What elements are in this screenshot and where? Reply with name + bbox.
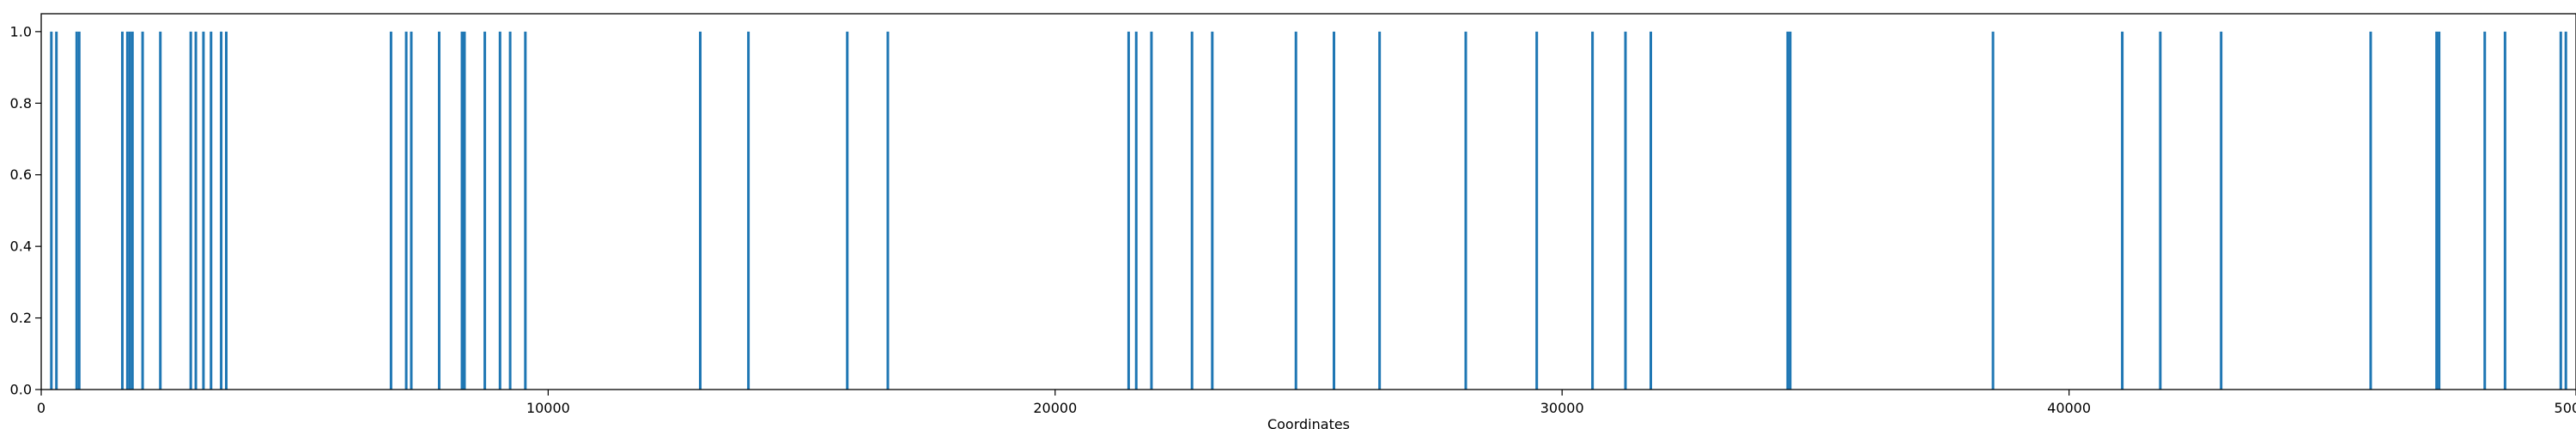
bar bbox=[524, 31, 527, 390]
bar bbox=[463, 31, 466, 390]
bar bbox=[2564, 31, 2567, 390]
bar bbox=[189, 31, 192, 390]
bar bbox=[699, 31, 702, 390]
plot-area: 01000020000300004000050000 0.00.20.40.60… bbox=[10, 13, 2576, 416]
bar bbox=[2483, 31, 2487, 390]
bar bbox=[747, 31, 750, 390]
y-tick-label: 0.2 bbox=[10, 310, 32, 326]
bar bbox=[77, 31, 81, 390]
bar bbox=[389, 31, 392, 390]
bar bbox=[1624, 31, 1627, 390]
x-tick-label: 20000 bbox=[1033, 400, 1077, 416]
bar bbox=[846, 31, 849, 390]
bar bbox=[220, 31, 223, 390]
bar bbox=[2369, 31, 2372, 390]
bar bbox=[131, 31, 134, 390]
bar bbox=[1789, 31, 1792, 390]
y-tick-label: 0.4 bbox=[10, 239, 32, 255]
axes-frame bbox=[40, 13, 2576, 390]
bar bbox=[886, 31, 890, 390]
bar bbox=[194, 31, 197, 390]
x-tick-label: 30000 bbox=[1540, 400, 1584, 416]
bar bbox=[128, 31, 131, 390]
bar bbox=[1211, 31, 1214, 390]
x-axis-ticks: 0 10000 20000 30000 40000 50000 bbox=[37, 390, 2576, 416]
bar bbox=[202, 31, 205, 390]
bar bbox=[1190, 31, 1194, 390]
bar bbox=[2503, 31, 2506, 390]
bar bbox=[2559, 31, 2562, 390]
bar bbox=[55, 31, 58, 390]
x-tick-label: 10000 bbox=[526, 400, 570, 416]
bar bbox=[1649, 31, 1653, 390]
x-tick-label: 0 bbox=[37, 400, 46, 416]
y-tick-label: 0.8 bbox=[10, 95, 32, 112]
bar bbox=[437, 31, 440, 390]
bar bbox=[2159, 31, 2162, 390]
bar bbox=[410, 31, 413, 390]
bar bbox=[75, 31, 78, 390]
bar bbox=[50, 31, 53, 390]
bar bbox=[483, 31, 487, 390]
bar bbox=[2121, 31, 2124, 390]
bar bbox=[1378, 31, 1382, 390]
bar bbox=[1591, 31, 1595, 390]
bar bbox=[1294, 31, 1297, 390]
y-tick-label: 0.6 bbox=[10, 166, 32, 183]
bar bbox=[2438, 31, 2441, 390]
bar bbox=[1786, 31, 1789, 390]
bar bbox=[1535, 31, 1539, 390]
bar bbox=[498, 31, 501, 390]
x-tick-label: 50000 bbox=[2555, 400, 2576, 416]
y-axis-ticks: 0.0 0.2 0.4 0.6 0.8 1.0 bbox=[10, 23, 41, 398]
bar bbox=[2220, 31, 2223, 390]
bar bbox=[1991, 31, 1995, 390]
bar bbox=[225, 31, 228, 390]
x-axis-label: Coordinates bbox=[1267, 416, 1350, 429]
bar bbox=[508, 31, 512, 390]
x-tick-label: 40000 bbox=[2047, 400, 2091, 416]
bar bbox=[1333, 31, 1336, 390]
y-tick-label: 1.0 bbox=[10, 23, 32, 39]
bar bbox=[2435, 31, 2439, 390]
bar bbox=[125, 31, 129, 390]
bar bbox=[404, 31, 408, 390]
bar bbox=[460, 31, 464, 390]
bar bbox=[1127, 31, 1130, 390]
bar bbox=[120, 31, 124, 390]
y-tick-label: 0.0 bbox=[10, 382, 32, 398]
bars bbox=[50, 31, 2567, 390]
bar bbox=[1464, 31, 1467, 390]
bar bbox=[159, 31, 162, 390]
bar bbox=[1134, 31, 1138, 390]
bar bbox=[141, 31, 144, 390]
bar bbox=[210, 31, 213, 390]
bar bbox=[1150, 31, 1153, 390]
